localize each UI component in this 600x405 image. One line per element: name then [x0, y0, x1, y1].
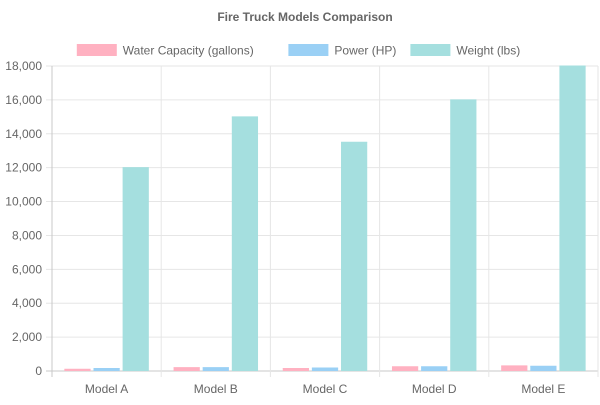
y-tick-label: 8,000: [12, 228, 42, 242]
legend-label: Power (HP): [334, 44, 396, 58]
y-tick-label: 18,000: [5, 59, 42, 73]
bar: [341, 142, 368, 371]
bar: [559, 66, 586, 371]
bar: [122, 167, 149, 371]
y-tick-label: 16,000: [5, 93, 42, 107]
legend: Water Capacity (gallons) Power (HP) Weight…: [76, 44, 520, 58]
bar: [93, 368, 120, 371]
x-tick-label: Model B: [194, 382, 238, 396]
bar: [202, 367, 229, 371]
x-tick-label: Model D: [412, 382, 457, 396]
y-tick-label: 12,000: [5, 161, 42, 175]
x-axis: Model A Model B Model C Model D Model E: [85, 382, 565, 396]
bars: [64, 65, 586, 371]
y-tick-label: 2,000: [12, 330, 42, 344]
y-tick-label: 4,000: [12, 296, 42, 310]
bar: [391, 366, 419, 371]
bar: [173, 367, 200, 371]
y-tick-label: 0: [35, 364, 42, 378]
legend-label: Weight (lbs): [456, 44, 520, 58]
bar: [64, 369, 91, 371]
bar: [311, 367, 339, 371]
x-tick-label: Model C: [303, 382, 348, 396]
x-tick-label: Model A: [85, 382, 128, 396]
bar: [421, 366, 448, 371]
y-tick-label: 10,000: [5, 195, 42, 209]
legend-swatch: [410, 44, 451, 56]
chart-title: Fire Truck Models Comparison: [217, 10, 392, 24]
y-tick-label: 6,000: [12, 262, 42, 276]
legend-swatch: [288, 44, 329, 56]
x-tick-label: Model E: [521, 382, 565, 396]
legend-label: Water Capacity (gallons): [123, 44, 254, 58]
bar: [530, 366, 557, 371]
bar: [501, 365, 528, 371]
bar: [231, 116, 259, 371]
bar: [450, 99, 477, 371]
y-tick-label: 14,000: [5, 127, 42, 141]
bar: [282, 368, 309, 371]
legend-swatch: [76, 44, 117, 56]
y-axis: 0 2,000 4,000 6,000 8,000 10,000 12,000 14,000 1…: [5, 59, 42, 378]
